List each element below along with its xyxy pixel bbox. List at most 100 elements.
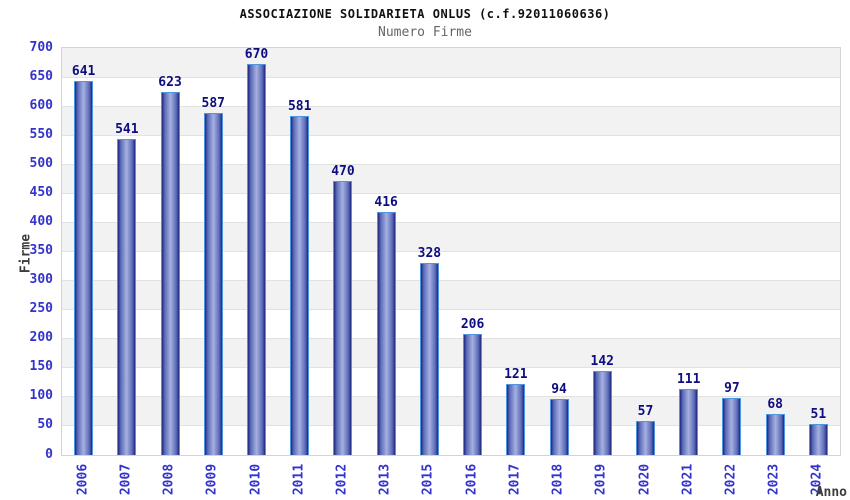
bar-value-label: 623 (158, 74, 182, 90)
plot-band (62, 164, 840, 194)
y-tick-label: 150 (29, 359, 53, 375)
gridline (62, 367, 840, 369)
chart-subtitle: Numero Firme (378, 25, 472, 40)
plot-band (62, 222, 840, 252)
bar-value-label: 142 (590, 354, 614, 370)
plot-band (62, 48, 840, 78)
x-tick-label: 2023 (766, 463, 782, 496)
bar-2021 (679, 389, 699, 455)
bar-2007 (117, 139, 137, 455)
bar-2013 (376, 212, 396, 455)
y-tick-label: 300 (29, 272, 53, 288)
x-tick-label: 2016 (464, 463, 480, 496)
bar-value-label: 587 (201, 95, 225, 111)
bar-2023 (765, 414, 785, 455)
gridline (62, 134, 840, 136)
x-tick-label: 2022 (723, 463, 739, 496)
bar-value-label: 581 (287, 99, 312, 115)
gridline (62, 221, 840, 223)
x-tick-label: 2010 (248, 463, 263, 496)
bar-value-label: 470 (331, 163, 355, 179)
bar-2016 (463, 334, 483, 455)
bar-value-label: 51 (810, 407, 827, 423)
y-tick-label: 700 (29, 39, 53, 55)
y-tick-label: 600 (29, 97, 53, 113)
x-tick-label: 2019 (593, 463, 609, 496)
bar-2018 (549, 399, 569, 455)
bar-value-label: 121 (504, 366, 528, 382)
x-tick-label: 2021 (680, 463, 696, 496)
x-tick-label: 2013 (377, 463, 393, 496)
x-tick-label: 2011 (291, 463, 307, 496)
chart-title: ASSOCIAZIONE SOLIDARIETA ONLUS (c.f.9201… (239, 7, 611, 21)
bar-value-label: 111 (676, 372, 701, 388)
plot-band (62, 309, 840, 339)
bar-value-label: 641 (71, 64, 96, 80)
gridline (62, 396, 840, 398)
gridline (62, 425, 840, 427)
x-tick-label: 2012 (334, 463, 350, 496)
y-tick-label: 500 (29, 155, 53, 171)
bar-value-label: 206 (460, 317, 485, 333)
plot-band (62, 77, 840, 107)
plot-area: 641 541 623 587 670 581 470 416 328 206 121 94 142 57… (61, 47, 841, 456)
x-tick-label: 2020 (637, 463, 652, 496)
x-tick-label: 2018 (550, 463, 566, 496)
y-tick-label: 550 (29, 126, 53, 142)
bar-2006 (74, 81, 94, 455)
bar-value-label: 416 (374, 195, 398, 211)
bar-2020 (636, 420, 655, 455)
bar-value-label: 328 (417, 246, 442, 262)
plot-band (62, 367, 840, 397)
gridline (62, 105, 840, 107)
bar-value-label: 97 (724, 380, 740, 396)
x-tick-label: 2015 (420, 463, 436, 496)
bar-2024 (808, 424, 828, 455)
bar-2008 (160, 91, 180, 455)
y-tick-label: 100 (29, 388, 53, 404)
x-tick-label: 2008 (161, 463, 177, 496)
bar-2011 (290, 116, 310, 455)
bar-2019 (592, 371, 612, 455)
plot-band (62, 251, 840, 281)
bar-value-label: 670 (244, 47, 269, 63)
bar-2009 (203, 112, 223, 455)
x-tick-label: 2007 (118, 463, 134, 496)
bar-2010 (247, 64, 266, 455)
plot-band (62, 106, 840, 136)
gridline (62, 251, 840, 252)
bar-value-label: 57 (637, 403, 654, 419)
y-tick-label: 650 (29, 68, 53, 84)
y-tick-label: 0 (45, 446, 53, 462)
y-tick-label: 400 (29, 213, 53, 229)
plot-band (62, 396, 840, 426)
plot-band (62, 338, 840, 368)
x-tick-label: 2017 (507, 463, 523, 496)
y-tick-label: 50 (37, 417, 53, 433)
y-tick-label: 450 (29, 184, 53, 200)
x-tick-label: 2006 (75, 463, 91, 496)
gridline (62, 309, 840, 311)
bar-2022 (722, 397, 742, 455)
gridline (62, 338, 840, 340)
plot-band (62, 280, 840, 310)
plot-band (62, 135, 840, 165)
plot-band (62, 193, 840, 223)
y-tick-label: 250 (29, 301, 53, 317)
bar-2015 (419, 263, 439, 455)
gridline (62, 76, 840, 78)
x-axis-title: Anno (815, 485, 847, 500)
x-tick-label: 2009 (204, 463, 220, 496)
bar-value-label: 94 (551, 382, 567, 398)
y-tick-label: 350 (29, 243, 53, 258)
bar-2012 (333, 180, 353, 455)
bar-value-label: 541 (115, 122, 139, 138)
gridline (62, 192, 840, 194)
plot-band (62, 425, 840, 455)
y-tick-label: 200 (29, 330, 53, 346)
bar-2017 (506, 383, 526, 455)
gridline (62, 280, 840, 282)
gridline (62, 163, 840, 165)
bar-value-label: 68 (767, 397, 783, 413)
